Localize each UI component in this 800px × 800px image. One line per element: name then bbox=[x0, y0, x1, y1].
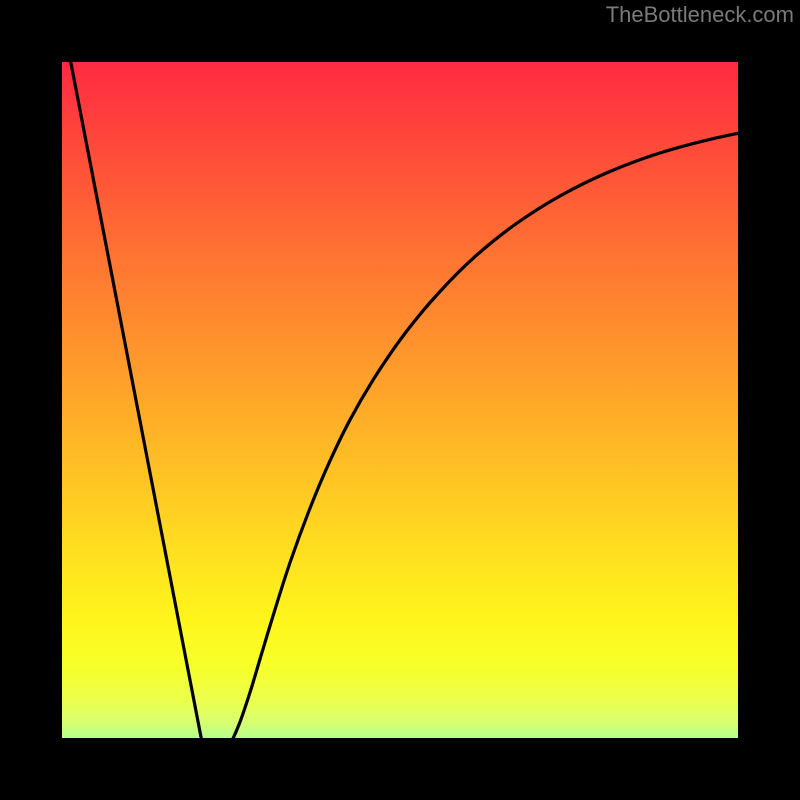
attribution-text: TheBottleneck.com bbox=[606, 2, 794, 28]
bottleneck-chart-svg bbox=[0, 0, 800, 800]
chart-frame: TheBottleneck.com bbox=[0, 0, 800, 800]
gradient-background bbox=[62, 32, 800, 770]
